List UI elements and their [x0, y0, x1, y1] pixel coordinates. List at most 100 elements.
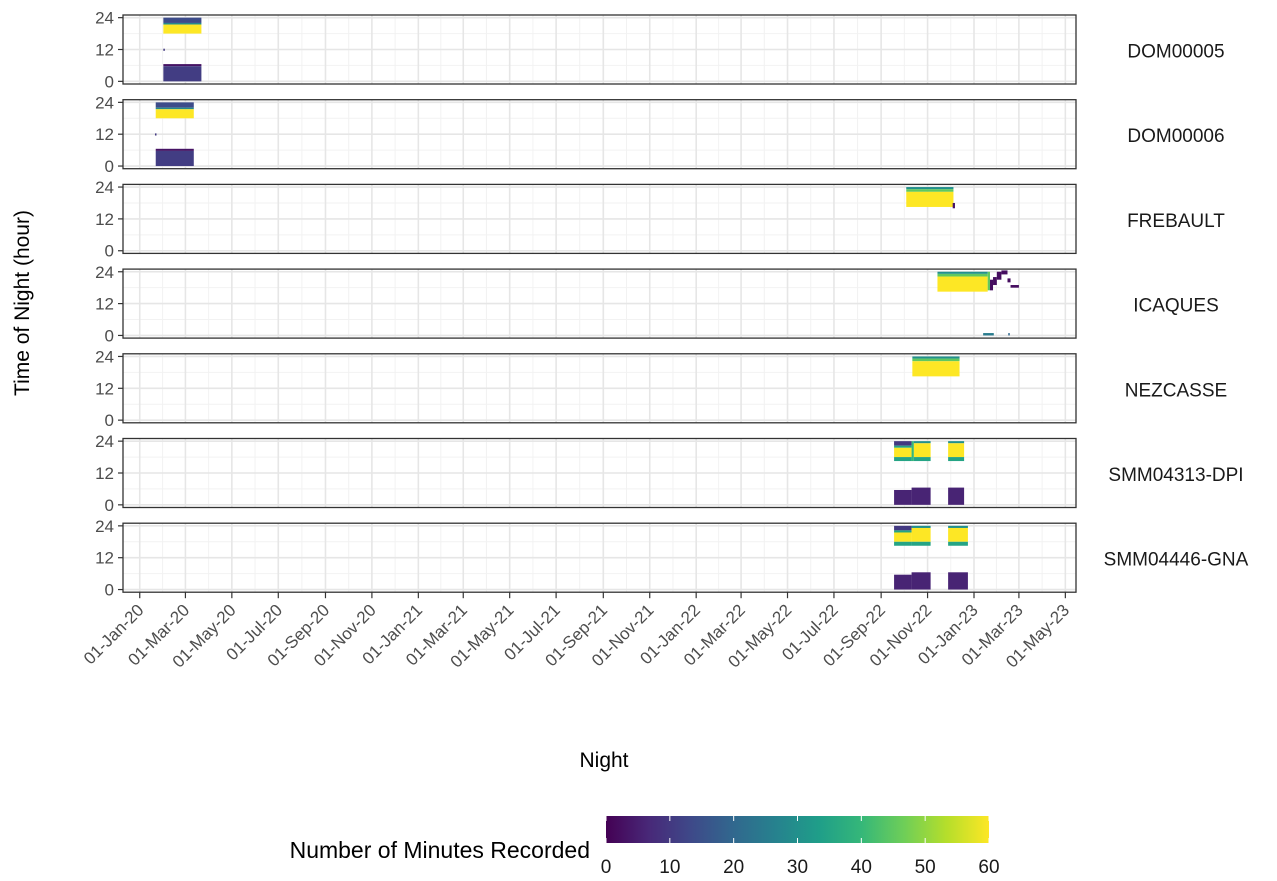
heatmap-tile — [155, 109, 194, 119]
legend-ticks: 0 10 20 30 40 50 60 — [601, 816, 1000, 878]
facet-panel: 0 12 24 SMM04313-DPI — [95, 432, 1244, 515]
heatmap-tile — [1001, 270, 1008, 275]
color-legend: Number of Minutes Recorded 0 10 20 30 40 50 60 — [290, 816, 1000, 878]
facet-panel: 0 12 24 SMM04446-GNA — [95, 517, 1249, 600]
heatmap-tile — [948, 572, 968, 590]
heatmap-tile — [906, 191, 954, 207]
heatmap-tile — [906, 189, 954, 192]
y-tick-label: 12 — [95, 41, 114, 60]
heatmap-tile — [911, 572, 931, 590]
heatmap-tile — [894, 447, 912, 458]
heatmap-tile — [989, 279, 994, 291]
y-tick-label: 0 — [105, 326, 114, 345]
y-tick-label: 24 — [95, 432, 114, 451]
heatmap-tile — [163, 17, 202, 23]
y-tick-label: 0 — [105, 411, 114, 430]
heatmap-tile — [948, 527, 968, 542]
x-axis: 01-Jan-2001-Mar-2001-May-2001-Jul-2001-S… — [80, 592, 1073, 671]
heatmap-tile — [163, 24, 202, 34]
heatmap-tile — [948, 457, 965, 462]
panel-strip-label: SMM04446-GNA — [1104, 550, 1249, 571]
heatmap-tile — [894, 445, 912, 448]
heatmap-tile — [155, 150, 194, 167]
facet-panel: 0 12 24 ICAQUES — [95, 263, 1219, 346]
heatmap-tile — [911, 441, 914, 462]
heatmap-tile — [163, 64, 202, 67]
heatmap-tile — [948, 487, 965, 505]
panel-strip-label: SMM04313-DPI — [1108, 465, 1243, 486]
legend-tick-label: 0 — [601, 857, 612, 878]
y-axis-title: Time of Night (hour) — [11, 210, 34, 396]
heatmap-tile — [154, 133, 157, 136]
heatmap-tile — [948, 443, 965, 458]
heatmap-tile — [912, 358, 960, 362]
y-tick-label: 24 — [95, 9, 114, 28]
heatmap-tile — [163, 22, 202, 25]
facet-panel: 0 12 24 DOM00005 — [95, 9, 1225, 92]
heatmap-tile — [1008, 333, 1010, 336]
heatmap-tile — [912, 361, 960, 377]
y-tick-label: 24 — [95, 347, 114, 366]
legend-tick-label: 40 — [851, 857, 872, 878]
panel-strip-label: NEZCASSE — [1125, 380, 1227, 401]
facet-panel: 0 12 24 NEZCASSE — [95, 347, 1227, 430]
panel-strip-label: FREBAULT — [1127, 211, 1225, 232]
y-tick-label: 0 — [105, 157, 114, 176]
y-tick-label: 0 — [105, 581, 114, 600]
heatmap-tile — [894, 457, 912, 462]
facet-panels: 0 12 24 DOM00005 0 12 24 DOM00006 0 12 24 FREBAULT 0… — [95, 9, 1249, 600]
panel-strip-label: DOM00005 — [1127, 42, 1224, 63]
facet-panel: 0 12 24 FREBAULT — [95, 178, 1225, 261]
legend-tick-label: 20 — [723, 857, 744, 878]
heatmap-tile — [913, 441, 931, 444]
y-tick-label: 12 — [95, 210, 114, 229]
heatmap-tile — [906, 187, 954, 190]
heatmap-tile — [937, 271, 988, 274]
facet-panel: 0 12 24 DOM00006 — [95, 93, 1225, 176]
heatmap-tile — [1007, 278, 1011, 283]
heatmap-tile — [911, 525, 931, 528]
heatmap-tile — [911, 527, 931, 542]
y-tick-label: 24 — [95, 263, 114, 282]
heatmap-tile — [996, 271, 1002, 280]
heatmap-tile — [952, 202, 955, 209]
heatmap-tile — [894, 541, 912, 546]
y-tick-label: 0 — [105, 496, 114, 515]
x-axis-title: Night — [579, 749, 628, 772]
y-tick-label: 12 — [95, 125, 114, 144]
heatmap-tile — [993, 277, 997, 286]
legend-tick-label: 10 — [659, 857, 680, 878]
heatmap-tile — [894, 441, 912, 446]
heatmap-tile — [948, 441, 965, 444]
y-tick-label: 24 — [95, 517, 114, 536]
y-tick-label: 12 — [95, 549, 114, 568]
panel-strip-label: ICAQUES — [1133, 296, 1219, 317]
heatmap-tile — [894, 525, 912, 531]
y-tick-label: 12 — [95, 295, 114, 314]
heatmap-tile — [894, 532, 912, 542]
heatmap-tile — [937, 276, 988, 292]
heatmap-tile — [913, 457, 931, 462]
legend-title: Number of Minutes Recorded — [290, 837, 590, 863]
heatmap-tile — [948, 541, 968, 546]
legend-tick-label: 60 — [978, 857, 999, 878]
heatmap-tile — [983, 333, 994, 336]
y-tick-label: 0 — [105, 242, 114, 261]
heatmap-tile — [155, 102, 194, 108]
heatmap-tile — [163, 66, 202, 82]
y-tick-label: 0 — [105, 72, 114, 91]
heatmap-tile — [894, 530, 912, 533]
y-tick-label: 12 — [95, 379, 114, 398]
y-tick-label: 12 — [95, 464, 114, 483]
heatmap-tile — [163, 48, 165, 51]
heatmap-tile — [911, 487, 931, 505]
heatmap-tile — [913, 443, 931, 458]
heatmap-tile — [937, 273, 988, 277]
heatmap-tile — [911, 541, 931, 546]
panel-strip-label: DOM00006 — [1127, 126, 1224, 147]
heatmap-tile — [948, 525, 968, 528]
y-tick-label: 24 — [95, 93, 114, 112]
heatmap-tile — [987, 271, 990, 291]
heatmap-tile — [894, 574, 912, 590]
